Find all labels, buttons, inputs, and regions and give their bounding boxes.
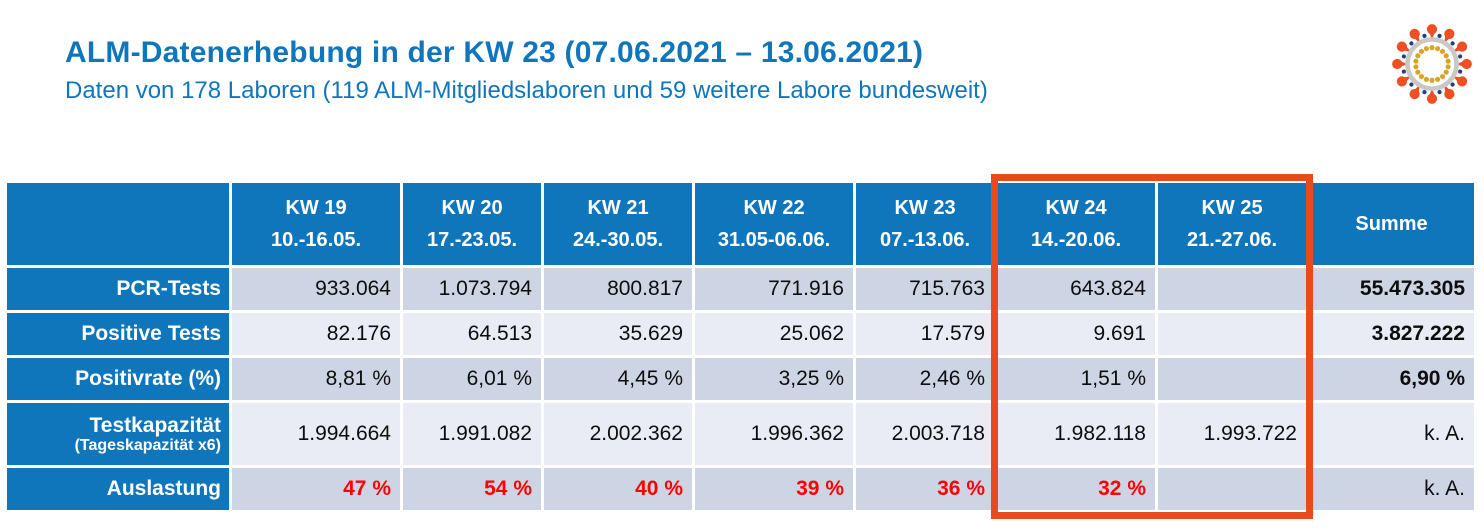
cell-auslastung-kw25 <box>1158 468 1306 510</box>
header-label: KW 24 <box>1045 196 1107 219</box>
cell-positivrate-summe: 6,90 % <box>1309 358 1474 400</box>
cell-auslastung-kw22: 39 % <box>695 468 853 510</box>
cell-positive-tests-kw23: 17.579 <box>856 313 994 355</box>
row-label-positivrate: Positivrate (%) <box>7 358 229 400</box>
row-label-pcr-tests: PCR-Tests <box>7 268 229 310</box>
cell-positivrate-kw24: 1,51 % <box>997 358 1155 400</box>
virus-blue-dots <box>1401 33 1463 95</box>
header-label: KW 20 <box>441 196 503 219</box>
cell-positive-tests-kw21: 35.629 <box>544 313 692 355</box>
header-dates: 10.-16.05. <box>270 228 362 251</box>
cell-auslastung-kw20: 54 % <box>403 468 541 510</box>
row-label-main: Testkapazität <box>89 413 222 437</box>
header-dates: 14.-20.06. <box>1030 228 1122 251</box>
header-cell-kw22: KW 22 31.05-06.06. <box>695 183 853 265</box>
table-row-testkapazitaet: Testkapazität (Tageskapazität x6) 1.994.… <box>7 403 1474 465</box>
header-label: Summe <box>1355 212 1428 235</box>
cell-auslastung-summe: k. A. <box>1309 468 1474 510</box>
virus-inner-dotted-ring <box>1413 45 1451 83</box>
cell-auslastung-kw21: 40 % <box>544 468 692 510</box>
header-dates: 31.05-06.06. <box>717 228 831 251</box>
header-cell-kw21: KW 21 24.-30.05. <box>544 183 692 265</box>
cell-positive-tests-kw25 <box>1158 313 1306 355</box>
header-cell-kw24: KW 24 14.-20.06. <box>997 183 1155 265</box>
table-row-positivrate: Positivrate (%) 8,81 % 6,01 % 4,45 % 3,2… <box>7 358 1474 400</box>
cell-positivrate-kw23: 2,46 % <box>856 358 994 400</box>
cell-pcr-tests-kw22: 771.916 <box>695 268 853 310</box>
header-label: KW 22 <box>743 196 805 219</box>
header-label: KW 19 <box>285 196 347 219</box>
coronavirus-icon <box>1392 24 1472 104</box>
cell-pcr-tests-kw19: 933.064 <box>232 268 400 310</box>
row-label-testkapazitaet: Testkapazität (Tageskapazität x6) <box>7 403 229 465</box>
table-row-pcr-tests: PCR-Tests 933.064 1.073.794 800.817 771.… <box>7 268 1474 310</box>
cell-pcr-tests-kw25 <box>1158 268 1306 310</box>
cell-positivrate-kw20: 6,01 % <box>403 358 541 400</box>
cell-pcr-tests-kw24: 643.824 <box>997 268 1155 310</box>
table-header-row: KW 19 10.-16.05. KW 20 17.-23.05. KW 21 24.… <box>7 183 1474 265</box>
header-dates: 24.-30.05. <box>572 228 664 251</box>
header-dates: 17.-23.05. <box>426 228 518 251</box>
table-corner-cell <box>7 183 229 265</box>
cell-testkapazitaet-kw23: 2.003.718 <box>856 403 994 465</box>
cell-positivrate-kw19: 8,81 % <box>232 358 400 400</box>
cell-auslastung-kw19: 47 % <box>232 468 400 510</box>
row-label-auslastung: Auslastung <box>7 468 229 510</box>
row-label-positive-tests: Positive Tests <box>7 313 229 355</box>
cell-pcr-tests-summe: 55.473.305 <box>1309 268 1474 310</box>
slide-header: ALM-Datenerhebung in der KW 23 (07.06.20… <box>65 36 988 105</box>
cell-testkapazitaet-kw22: 1.996.362 <box>695 403 853 465</box>
page-subtitle: Daten von 178 Laboren (119 ALM-Mitglieds… <box>65 77 988 104</box>
header-cell-kw20: KW 20 17.-23.05. <box>403 183 541 265</box>
cell-testkapazitaet-kw20: 1.991.082 <box>403 403 541 465</box>
cell-testkapazitaet-summe: k. A. <box>1309 403 1474 465</box>
cell-positive-tests-summe: 3.827.222 <box>1309 313 1474 355</box>
page-title: ALM-Datenerhebung in der KW 23 (07.06.20… <box>65 36 924 69</box>
header-dates: 07.-13.06. <box>879 228 971 251</box>
cell-positivrate-kw21: 4,45 % <box>544 358 692 400</box>
cell-positive-tests-kw22: 25.062 <box>695 313 853 355</box>
table-row-auslastung: Auslastung 47 % 54 % 40 % 39 % 36 % 32 %… <box>7 468 1474 510</box>
cell-positivrate-kw25 <box>1158 358 1306 400</box>
cell-auslastung-kw24: 32 % <box>997 468 1155 510</box>
cell-positive-tests-kw19: 82.176 <box>232 313 400 355</box>
cell-positive-tests-kw20: 64.513 <box>403 313 541 355</box>
header-cell-kw19: KW 19 10.-16.05. <box>232 183 400 265</box>
cell-testkapazitaet-kw19: 1.994.664 <box>232 403 400 465</box>
data-table-container: KW 19 10.-16.05. KW 20 17.-23.05. KW 21 24.… <box>4 174 1477 519</box>
header-label: KW 25 <box>1201 196 1263 219</box>
cell-pcr-tests-kw23: 715.763 <box>856 268 994 310</box>
cell-testkapazitaet-kw21: 2.002.362 <box>544 403 692 465</box>
header-cell-kw23: KW 23 07.-13.06. <box>856 183 994 265</box>
header-cell-kw25: KW 25 21.-27.06. <box>1158 183 1306 265</box>
cell-pcr-tests-kw20: 1.073.794 <box>403 268 541 310</box>
header-dates: 21.-27.06. <box>1186 228 1278 251</box>
table-row-positive-tests: Positive Tests 82.176 64.513 35.629 25.0… <box>7 313 1474 355</box>
cell-pcr-tests-kw21: 800.817 <box>544 268 692 310</box>
alm-weekly-data-table: KW 19 10.-16.05. KW 20 17.-23.05. KW 21 24.… <box>4 180 1477 513</box>
cell-positivrate-kw22: 3,25 % <box>695 358 853 400</box>
header-label: KW 21 <box>587 196 649 219</box>
cell-testkapazitaet-kw25: 1.993.722 <box>1158 403 1306 465</box>
cell-positive-tests-kw24: 9.691 <box>997 313 1155 355</box>
cell-testkapazitaet-kw24: 1.982.118 <box>997 403 1155 465</box>
virus-spikes <box>1392 24 1472 104</box>
header-label: KW 23 <box>894 196 956 219</box>
virus-membrane-ring <box>1405 37 1459 91</box>
header-cell-summe: Summe <box>1309 183 1474 265</box>
row-label-sub: (Tageskapazität x6) <box>74 436 221 454</box>
cell-auslastung-kw23: 36 % <box>856 468 994 510</box>
